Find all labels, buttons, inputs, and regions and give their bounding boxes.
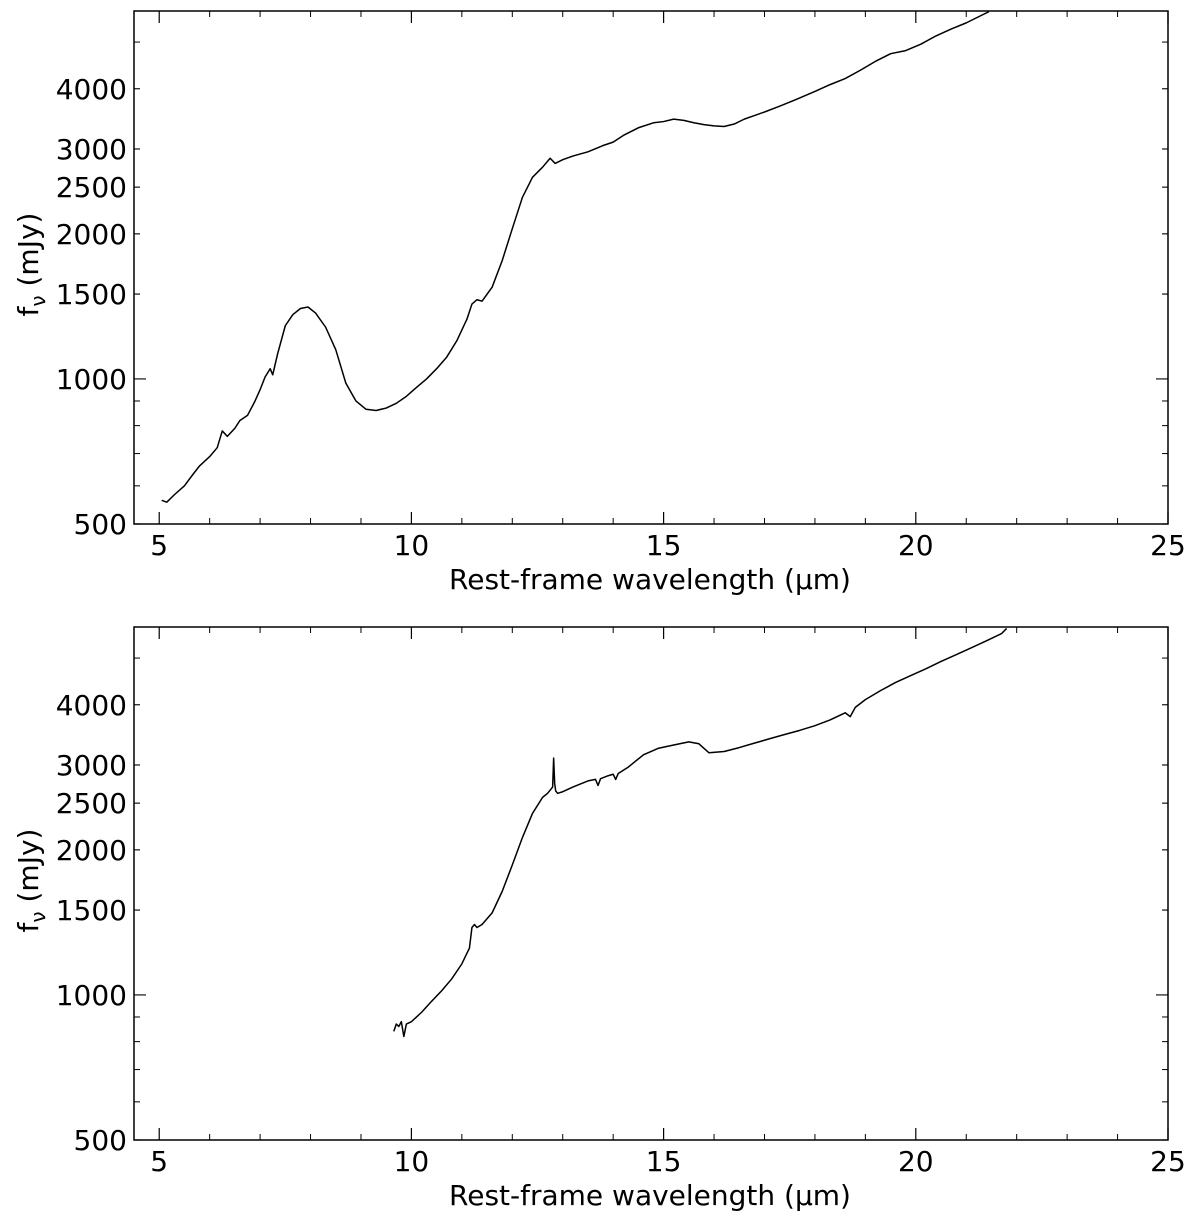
x-axis-label: Rest-frame wavelength (μm) bbox=[449, 1179, 851, 1212]
plot-frame bbox=[133, 626, 1169, 1141]
spectrum-line-2-1 bbox=[393, 627, 1008, 1038]
y-tick-label: 2500 bbox=[56, 171, 127, 204]
y-axis-label-main: f bbox=[12, 305, 45, 316]
y-axis-label: fν (mJy) bbox=[12, 829, 50, 933]
x-tick-label: 5 bbox=[150, 1145, 168, 1178]
y-tick-label: 4000 bbox=[56, 73, 127, 106]
x-tick-label: 25 bbox=[1150, 1145, 1186, 1178]
y-tick-label: 2000 bbox=[56, 834, 127, 867]
y-tick-label: 1500 bbox=[56, 278, 127, 311]
chart-panel-2: 5 10 15 20 25 500 1000 1500 2000 2500 3000 4000 Rest… bbox=[12, 626, 1186, 1212]
y-tick-label: 3000 bbox=[56, 133, 127, 166]
y-tick-label: 1000 bbox=[56, 979, 127, 1012]
x-tick-label: 15 bbox=[646, 529, 682, 562]
y-tick-label: 500 bbox=[74, 508, 127, 541]
x-tick-label: 10 bbox=[394, 529, 430, 562]
y-tick-label: 2500 bbox=[56, 787, 127, 820]
y-tick-label: 2000 bbox=[56, 218, 127, 251]
y-tick-label: 1500 bbox=[56, 894, 127, 927]
y-axis-label: fν (mJy) bbox=[12, 213, 50, 317]
x-tick-label: 25 bbox=[1150, 529, 1186, 562]
y-tick-label: 500 bbox=[74, 1124, 127, 1157]
y-tick-label: 3000 bbox=[56, 749, 127, 782]
spectrum-line-1-1 bbox=[161, 11, 990, 503]
y-axis-label-unit: (mJy) bbox=[12, 213, 45, 296]
y-axis-label-main: f bbox=[12, 921, 45, 932]
x-tick-label: 15 bbox=[646, 1145, 682, 1178]
y-axis-label-subscript: ν bbox=[26, 295, 50, 306]
x-tick-label: 20 bbox=[898, 529, 934, 562]
y-axis-label-subscript: ν bbox=[26, 911, 50, 922]
x-tick-label: 5 bbox=[150, 529, 168, 562]
x-tick-label: 10 bbox=[394, 1145, 430, 1178]
y-axis-label-unit: (mJy) bbox=[12, 829, 45, 912]
y-tick-label: 1000 bbox=[56, 363, 127, 396]
x-axis-label: Rest-frame wavelength (μm) bbox=[449, 563, 851, 596]
x-tick-label: 20 bbox=[898, 1145, 934, 1178]
chart-panel-1: 5 10 15 20 25 500 1000 1500 2000 2500 3000 4000 Rest… bbox=[12, 10, 1186, 596]
y-tick-label: 4000 bbox=[56, 689, 127, 722]
plot-frame bbox=[133, 10, 1169, 525]
